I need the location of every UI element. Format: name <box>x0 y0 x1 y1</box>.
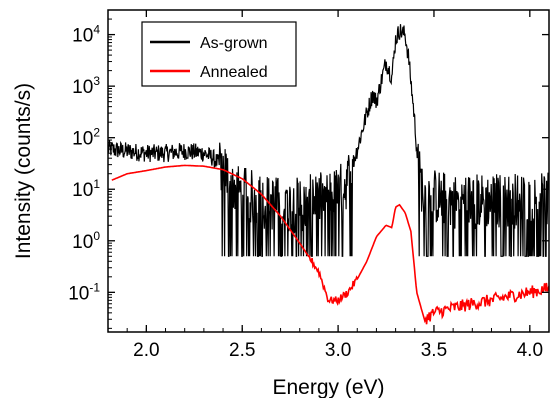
y-tick-label: 104 <box>72 23 100 47</box>
x-tick-label: 2.0 <box>133 340 159 361</box>
x-tick-label: 3.5 <box>421 340 447 361</box>
plot-frame <box>107 9 550 333</box>
y-tick-label: 102 <box>72 126 100 150</box>
legend-box <box>141 21 297 87</box>
x-axis-title: Energy (eV) <box>272 376 384 398</box>
legend-label-annealed: Annealed <box>200 64 268 81</box>
y-tick-label: 103 <box>72 74 100 98</box>
x-tick-label: 3.0 <box>325 340 351 361</box>
axes: 2.0 2.5 3.0 3.5 4.0 10-1 100 101 102 103 104 <box>68 9 550 361</box>
plot-lines <box>108 24 549 325</box>
x-tick-label: 4.0 <box>517 340 543 361</box>
x-tick-label: 2.5 <box>229 340 255 361</box>
y-tick-label: 10-1 <box>68 280 100 304</box>
legend-label-as-grown: As-grown <box>200 35 268 52</box>
y-tick-label: 101 <box>72 177 100 201</box>
y-axis-title: Intensity (counts/s) <box>12 83 35 259</box>
y-tick-label: 100 <box>72 229 100 253</box>
series-line-as-grown <box>108 24 549 257</box>
series-line-annealed <box>111 164 549 325</box>
legend: As-grown Annealed <box>141 21 297 87</box>
